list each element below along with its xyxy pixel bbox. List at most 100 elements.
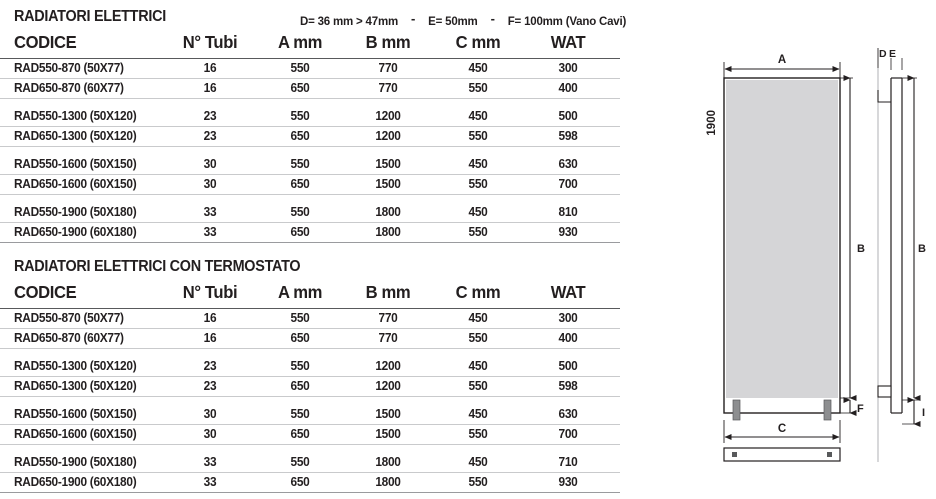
table-block-radiatori-elettrici-con-termostato: RADIATORI ELETTRICI CON TERMOSTATO CODIC… (0, 258, 620, 493)
cell-wat: 710 (558, 455, 578, 469)
column-header-c-mm: C mm (455, 282, 501, 302)
dim-label-b-side: B (918, 243, 926, 255)
side-view: D E B I (877, 48, 926, 462)
table-title: RADIATORI ELETTRICI CON TERMOSTATO (14, 258, 301, 275)
cell-a: 550 (290, 61, 310, 75)
cell-c: 450 (468, 359, 488, 373)
cell-tubi: 16 (203, 331, 217, 345)
cell-codice: RAD550-1600 (50X150) (14, 407, 137, 421)
cell-codice: RAD650-1900 (60X180) (14, 225, 137, 239)
technical-drawing: A 1900 B F C (690, 0, 936, 494)
dimension-legend: D= 36 mm > 47mm - E= 50mm - F= 100mm (Vano C… (300, 11, 626, 28)
cell-a: 550 (290, 109, 310, 123)
cell-tubi: 30 (203, 177, 217, 191)
cell-wat: 500 (558, 359, 578, 373)
row-spacer (0, 397, 620, 405)
dim-label-a: A (778, 54, 786, 66)
column-header-c-mm: C mm (455, 32, 501, 52)
cell-c: 450 (468, 157, 488, 171)
table-bottom-rule (0, 242, 620, 243)
table-bottom-rule (0, 492, 620, 493)
cell-codice: RAD650-1300 (50X120) (14, 129, 137, 143)
cell-codice: RAD650-1300 (50X120) (14, 379, 137, 393)
radiator-front-fill (726, 80, 838, 398)
table-row: RAD550-1300 (50X120) 23 550 1200 450 500 (0, 357, 620, 377)
side-bracket-top (877, 90, 891, 103)
cell-wat: 700 (558, 177, 578, 191)
cell-codice: RAD550-1300 (50X120) (14, 109, 137, 123)
column-header-b-mm: B mm (365, 32, 411, 52)
cell-c: 450 (468, 61, 488, 75)
table-title-row: RADIATORI ELETTRICI CON TERMOSTATO (0, 258, 620, 282)
column-header-codice: CODICE (14, 282, 77, 302)
mounting-hole-left (732, 452, 737, 457)
cell-tubi: 33 (203, 205, 217, 219)
cell-a: 550 (290, 359, 310, 373)
legend-e: E= 50mm (428, 16, 478, 28)
table-title: RADIATORI ELETTRICI (14, 8, 166, 25)
cell-b: 1800 (375, 225, 401, 239)
table-row: RAD650-1600 (60X150) 30 650 1500 550 700 (0, 175, 620, 195)
cell-wat: 500 (558, 109, 578, 123)
dim-label-overall-height: 1900 (706, 110, 718, 136)
column-header-wat: WAT (550, 32, 586, 52)
table-row: RAD650-1900 (60X180) 33 650 1800 550 930 (0, 473, 620, 492)
side-bracket-bottom (877, 385, 892, 398)
cell-a: 550 (290, 407, 310, 421)
dim-label-e: E (889, 48, 896, 60)
cell-a: 650 (290, 331, 310, 345)
table-row: RAD650-1600 (60X150) 30 650 1500 550 700 (0, 425, 620, 445)
cell-codice: RAD650-1600 (60X150) (14, 427, 137, 441)
cell-wat: 400 (558, 81, 578, 95)
legend-separator-1: - (411, 11, 416, 26)
cell-a: 550 (290, 205, 310, 219)
cell-b: 1200 (375, 359, 401, 373)
cell-b: 770 (378, 331, 398, 345)
cell-a: 550 (290, 455, 310, 469)
table-row: RAD550-1300 (50X120) 23 550 1200 450 500 (0, 107, 620, 127)
cell-b: 1500 (375, 177, 401, 191)
cell-tubi: 30 (203, 407, 217, 421)
dim-label-c: C (778, 423, 786, 435)
row-spacer (0, 99, 620, 107)
legend-d: D= 36 mm > 47mm (300, 16, 399, 28)
table-header-row: CODICE N° Tubi A mm B mm C mm WAT (0, 282, 620, 309)
cell-codice: RAD550-1300 (50X120) (14, 359, 137, 373)
cell-c: 550 (468, 177, 488, 191)
tables-area: RADIATORI ELETTRICI D= 36 mm > 47mm - E= 5… (0, 8, 626, 493)
cell-wat: 598 (558, 129, 578, 143)
front-view: A 1900 B F C (706, 54, 865, 462)
cell-tubi: 23 (203, 129, 217, 143)
cell-b: 770 (378, 81, 398, 95)
cell-b: 1800 (375, 455, 401, 469)
cell-wat: 930 (558, 475, 578, 489)
cell-wat: 630 (558, 157, 578, 171)
cell-c: 550 (468, 129, 488, 143)
cell-tubi: 23 (203, 379, 217, 393)
cell-codice: RAD550-870 (50X77) (14, 311, 124, 325)
cell-b: 1800 (375, 475, 401, 489)
cell-b: 770 (378, 61, 398, 75)
table-row: RAD550-1900 (50X180) 33 550 1800 450 810 (0, 203, 620, 223)
cell-tubi: 30 (203, 157, 217, 171)
cell-c: 550 (468, 475, 488, 489)
cell-wat: 810 (558, 205, 578, 219)
legend-f: F= 100mm (Vano Cavi) (507, 16, 627, 28)
cell-tubi: 30 (203, 427, 217, 441)
table-row: RAD550-1600 (50X150) 30 550 1500 450 630 (0, 155, 620, 175)
column-header-codice: CODICE (14, 32, 77, 52)
cell-c: 550 (468, 225, 488, 239)
mounting-hole-right (827, 452, 832, 457)
column-header-a-mm: A mm (277, 282, 323, 302)
table-row: RAD650-870 (60X77) 16 650 770 550 400 (0, 79, 620, 99)
cell-codice: RAD550-1900 (50X180) (14, 205, 137, 219)
row-spacer (0, 445, 620, 453)
cell-b: 1500 (375, 407, 401, 421)
mounting-bar (723, 447, 841, 462)
table-block-radiatori-elettrici: RADIATORI ELETTRICI D= 36 mm > 47mm - E= 5… (0, 8, 626, 243)
cell-c: 550 (468, 331, 488, 345)
cell-tubi: 16 (203, 311, 217, 325)
cell-c: 450 (468, 407, 488, 421)
cell-a: 650 (290, 225, 310, 239)
cell-b: 770 (378, 311, 398, 325)
